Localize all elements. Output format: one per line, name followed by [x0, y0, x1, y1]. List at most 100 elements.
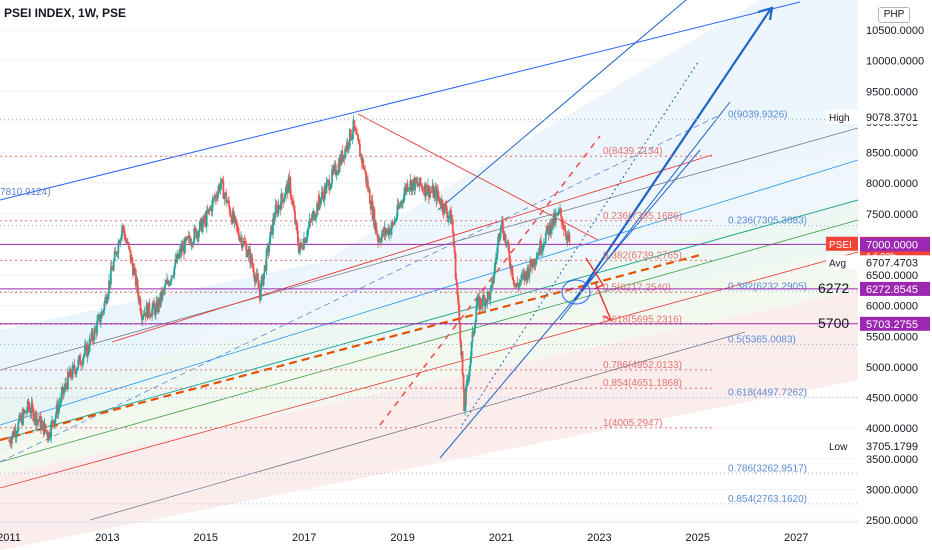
- candle-body: [98, 314, 101, 323]
- candle-body: [390, 228, 392, 234]
- currency-badge[interactable]: PHP: [878, 7, 910, 23]
- candle-body: [61, 387, 64, 394]
- candle-body: [345, 148, 348, 151]
- candle-body: [537, 251, 540, 257]
- candle-body: [319, 198, 322, 205]
- candle-body: [189, 240, 192, 246]
- candle-body: [316, 203, 318, 215]
- candle-body: [179, 248, 181, 254]
- candle-body: [109, 267, 112, 285]
- candle-body: [363, 167, 366, 170]
- candle-body: [32, 407, 35, 421]
- candle-body: [505, 242, 508, 244]
- candle-body: [357, 134, 359, 141]
- candle-body: [486, 291, 489, 303]
- candle-body: [328, 180, 331, 190]
- candle-body: [551, 218, 553, 230]
- candle-body: [329, 187, 332, 190]
- candle-body: [413, 179, 415, 191]
- candle-body: [323, 186, 326, 201]
- candle-body: [58, 403, 61, 406]
- price-tag-label: Avg: [829, 258, 846, 269]
- candle-body: [38, 416, 41, 422]
- candle-body: [125, 240, 128, 244]
- candle-body: [129, 249, 132, 261]
- candle-body: [564, 230, 567, 236]
- candle-body: [522, 273, 525, 275]
- candle-body: [334, 164, 337, 176]
- fib-level-label: 0.382(6739.2765): [603, 250, 682, 261]
- price-tag-value: 6707.4703: [866, 257, 918, 269]
- candle-body: [86, 345, 89, 353]
- candle-body: [72, 365, 75, 366]
- candle-body: [112, 260, 115, 270]
- candle-body: [404, 187, 406, 195]
- candle-body: [205, 210, 208, 227]
- candle-body: [326, 180, 329, 184]
- candles: [8, 115, 571, 450]
- candle-body: [460, 351, 463, 356]
- trend-lines: [0, 0, 859, 521]
- candle-body: [126, 242, 129, 244]
- candle-body: [382, 229, 385, 235]
- candle-body: [128, 246, 131, 250]
- price-tag-bg: [860, 255, 930, 270]
- candle-body: [250, 254, 252, 263]
- candle-body: [333, 164, 336, 167]
- candle-body: [303, 238, 305, 249]
- candle-body: [472, 331, 475, 335]
- x-tick-label: 2027: [784, 532, 808, 544]
- candle-body: [11, 431, 14, 437]
- candle-body: [259, 292, 261, 301]
- candle-body: [407, 188, 410, 190]
- candle-body: [266, 246, 269, 251]
- candle-body: [87, 351, 90, 353]
- candle-body: [524, 271, 527, 275]
- candle-body: [34, 412, 37, 420]
- candle-body: [339, 158, 342, 164]
- candle-body: [286, 183, 289, 193]
- candle-body: [401, 201, 404, 203]
- candle-body: [310, 220, 313, 221]
- candle-body: [520, 275, 523, 281]
- candle-body: [12, 431, 15, 437]
- candle-body: [451, 219, 454, 233]
- candle-body: [432, 185, 435, 199]
- candle-body: [152, 302, 154, 309]
- candle-body: [535, 258, 538, 264]
- candle-body: [419, 177, 422, 186]
- candle-body: [162, 289, 165, 292]
- candle-body: [561, 216, 563, 225]
- candle-body: [184, 238, 187, 241]
- candle-body: [355, 129, 358, 135]
- candle-body: [338, 158, 341, 173]
- fib-level-label: 0(8439.2134): [603, 146, 663, 157]
- candle-body: [145, 304, 148, 317]
- candle-body: [466, 380, 468, 387]
- candle-body: [358, 140, 360, 145]
- fib-level-label: 0.786(3262.9517): [728, 463, 807, 474]
- y-tick-label: 7500.0000: [866, 209, 918, 221]
- y-tick-label: 4500.0000: [866, 393, 918, 405]
- candle-body: [251, 264, 254, 269]
- candle-body: [17, 421, 20, 431]
- y-tick-label: 6500.0000: [866, 270, 918, 282]
- candle-body: [274, 205, 277, 218]
- candle-body: [89, 339, 92, 341]
- candle-body: [484, 299, 487, 307]
- candle-body: [226, 202, 229, 204]
- candle-body: [342, 154, 345, 161]
- candle-body: [454, 253, 457, 279]
- pitchfork-bands: [0, 0, 858, 550]
- candle-body: [185, 236, 188, 241]
- green-fork-line: [0, 199, 859, 441]
- candle-body: [288, 176, 291, 178]
- candle-body: [258, 287, 261, 293]
- candle-body: [190, 243, 193, 246]
- candle-body: [187, 235, 190, 238]
- candle-body: [384, 227, 387, 235]
- candle-body: [348, 129, 351, 146]
- blue-channel-upper: [437, 0, 687, 211]
- candle-body: [510, 265, 513, 269]
